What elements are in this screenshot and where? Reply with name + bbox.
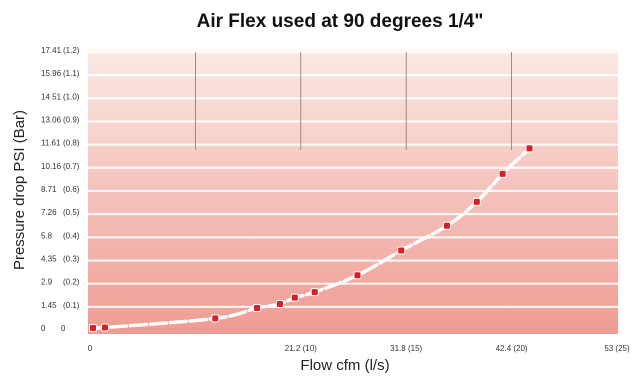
x-axis-label: Flow cfm (l/s) bbox=[300, 357, 389, 374]
y-tick-label-bar: (0.2) bbox=[63, 278, 80, 287]
y-tick-label: 14.51 bbox=[41, 92, 62, 101]
y-tick-label-bar: (0.1) bbox=[63, 301, 80, 310]
y-tick-label: 17.41 bbox=[41, 46, 62, 55]
y-tick-label-bar: (0.8) bbox=[63, 139, 80, 148]
y-tick-label: 11.61 bbox=[41, 139, 61, 148]
y-tick-label-bar: (0.9) bbox=[63, 115, 80, 124]
y-tick-label-bar: (0.6) bbox=[63, 185, 80, 194]
data-point bbox=[442, 221, 451, 230]
y-tick-label: 1.45 bbox=[41, 301, 57, 310]
y-tick-label: 8.71 bbox=[41, 185, 57, 194]
grid-lines bbox=[88, 50, 618, 308]
y-tick-label: 7.26 bbox=[41, 208, 57, 217]
y-tick-label-bar: (0.4) bbox=[63, 231, 80, 240]
y-tick-label-bar: (0.3) bbox=[63, 255, 80, 264]
x-axis-ticks: 0 21.2 (10) 31.8 (15) 42.4 (20) 53 (25) bbox=[88, 344, 630, 353]
data-point bbox=[498, 169, 507, 178]
y-tick-label-bar: (1.1) bbox=[63, 69, 80, 78]
y-tick-label: 10.16 bbox=[41, 162, 62, 171]
y-tick-label-bar: (1.2) bbox=[63, 46, 80, 55]
data-point bbox=[290, 293, 299, 302]
data-point bbox=[525, 144, 534, 153]
y-axis-ticks: 0 0 1.45 (0.1) 2.9 (0.2) 4.35 (0.3) 5.8 (0.4) 7.26… bbox=[41, 46, 80, 333]
data-point bbox=[88, 324, 97, 332]
y-tick-label-bar: (1.0) bbox=[63, 92, 80, 101]
x-tick-label: 42.4 (20) bbox=[496, 344, 528, 353]
y-tick-label-bar: (0.5) bbox=[63, 208, 80, 217]
data-point bbox=[100, 323, 109, 332]
y-tick-label-bar: (0.7) bbox=[63, 162, 80, 171]
data-point bbox=[253, 304, 262, 313]
x-tick-label: 0 bbox=[88, 344, 93, 353]
x-tick-label: 31.8 (15) bbox=[390, 344, 422, 353]
y-tick-label: 4.35 bbox=[41, 255, 57, 264]
y-tick-label-bar: 0 bbox=[61, 324, 66, 333]
y-axis-label: Pressure drop PSI (Bar) bbox=[11, 110, 28, 270]
data-point bbox=[397, 246, 406, 255]
y-tick-label: 5.8 bbox=[41, 231, 53, 240]
chart-title: Air Flex used at 90 degrees 1/4" bbox=[197, 11, 484, 32]
data-point bbox=[211, 314, 220, 323]
data-point bbox=[310, 288, 319, 297]
y-tick-label: 15.96 bbox=[41, 69, 62, 78]
data-point bbox=[353, 271, 362, 280]
y-tick-label: 2.9 bbox=[41, 278, 53, 287]
data-points bbox=[88, 144, 534, 332]
data-point bbox=[275, 300, 284, 309]
x-tick-label: 21.2 (10) bbox=[285, 344, 317, 353]
data-point bbox=[472, 197, 481, 206]
y-tick-label: 13.06 bbox=[41, 115, 62, 124]
x-tick-label: 53 (25) bbox=[604, 344, 630, 353]
y-tick-label: 0 bbox=[41, 324, 46, 333]
